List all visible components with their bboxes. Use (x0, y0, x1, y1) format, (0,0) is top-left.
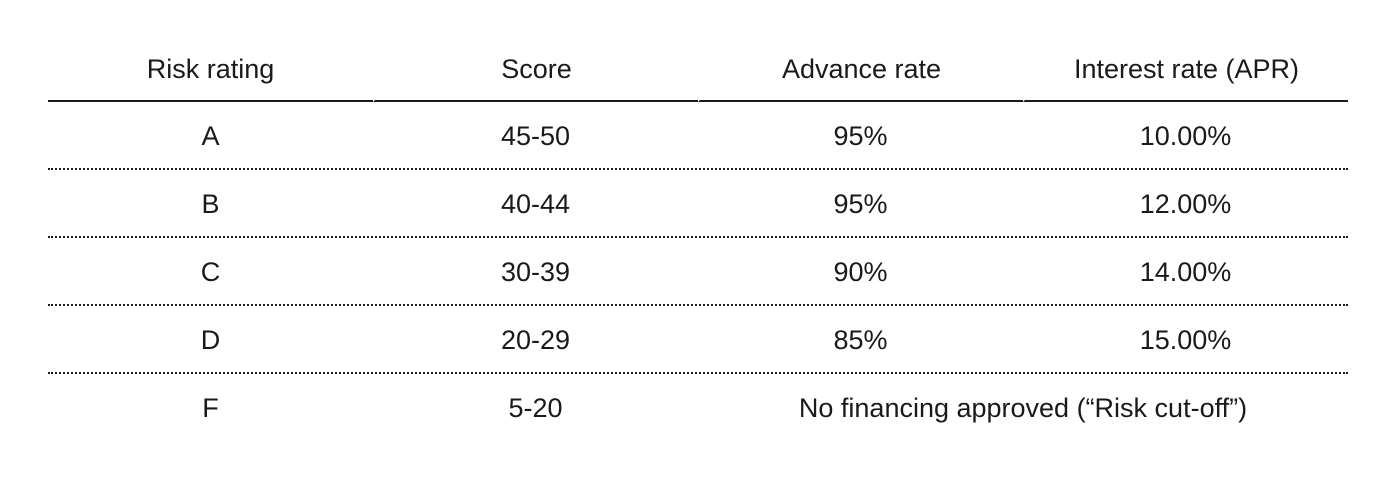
cell-interest-rate: 15.00% (1139, 325, 1232, 355)
cell-score: 20-29 (500, 325, 571, 355)
cell-score: 30-39 (500, 257, 571, 287)
table-row: F 5-20 No financing approved (“Risk cut-… (48, 374, 1348, 442)
cell-advance-rate: 90% (833, 257, 888, 287)
table-row: A 45-50 95% 10.00% (48, 102, 1348, 170)
cell-score: 40-44 (500, 189, 571, 219)
cell-interest-rate: 10.00% (1139, 121, 1232, 151)
risk-rating-table: Risk rating Score Advance rate Interest … (48, 36, 1348, 442)
table-header-row: Risk rating Score Advance rate Interest … (48, 36, 1348, 102)
cell-interest-rate: 14.00% (1139, 257, 1232, 287)
cell-score: 45-50 (500, 121, 571, 151)
header-advance-rate: Advance rate (698, 36, 1023, 102)
cell-risk-rating: F (202, 393, 219, 423)
cell-risk-rating: A (201, 121, 220, 151)
header-score: Score (373, 36, 698, 102)
table-row: C 30-39 90% 14.00% (48, 238, 1348, 306)
header-risk-rating: Risk rating (48, 36, 373, 102)
cell-score: 5-20 (508, 393, 563, 423)
cell-risk-rating: D (200, 325, 221, 355)
cell-advance-rate: 85% (833, 325, 888, 355)
table-row: B 40-44 95% 12.00% (48, 170, 1348, 238)
cell-risk-rating: C (200, 257, 221, 287)
table-row: D 20-29 85% 15.00% (48, 306, 1348, 374)
header-interest-rate: Interest rate (APR) (1023, 36, 1348, 102)
cell-advance-rate: 95% (833, 121, 888, 151)
cell-risk-rating: B (201, 189, 220, 219)
cell-no-financing-note: No financing approved (“Risk cut-off”) (798, 393, 1248, 423)
cell-interest-rate: 12.00% (1139, 189, 1232, 219)
cell-advance-rate: 95% (833, 189, 888, 219)
